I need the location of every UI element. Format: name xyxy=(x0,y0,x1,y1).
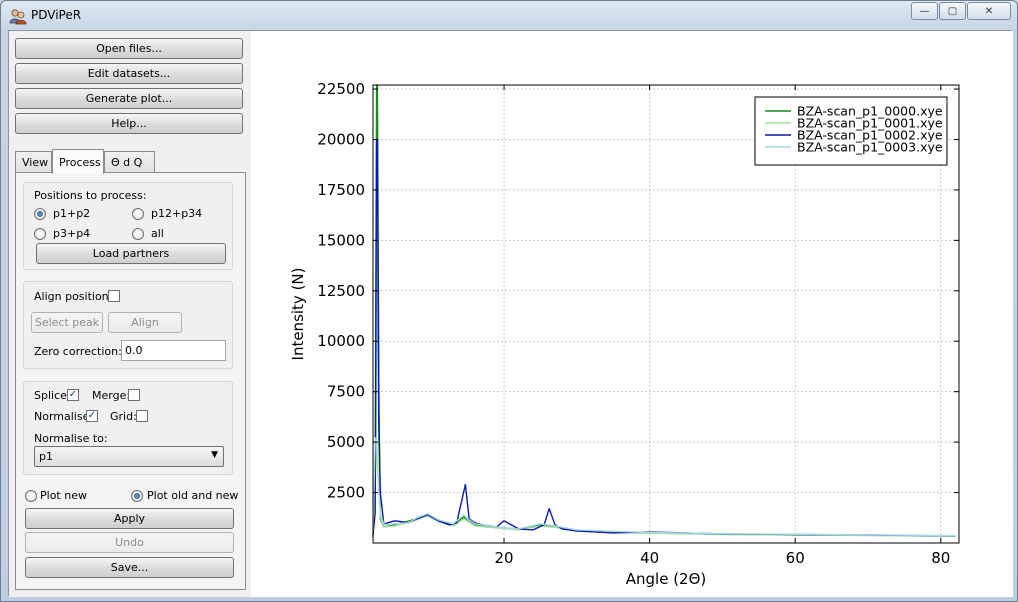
save-button[interactable]: Save... xyxy=(25,557,234,578)
series-line-3 xyxy=(372,437,956,537)
radio-plot-new[interactable] xyxy=(25,490,37,502)
y-tick-label: 7500 xyxy=(327,383,365,401)
y-tick-label: 5000 xyxy=(327,433,365,451)
splice-checkbox[interactable]: ✓ xyxy=(67,389,79,401)
apply-button[interactable]: Apply xyxy=(25,508,234,529)
positions-label: Positions to process: xyxy=(34,189,147,202)
tab-view[interactable]: View xyxy=(15,151,52,173)
plot-canvas[interactable]: 20 40 60 80 2500 5000 7500 10000 12500 15000 17500… xyxy=(251,31,1013,597)
legend-entry-1: BZA-scan_p1_0001.xye xyxy=(797,116,943,131)
app-people-icon xyxy=(9,9,27,25)
zero-correction-input[interactable] xyxy=(121,340,226,361)
open-files-button[interactable]: Open files... xyxy=(15,38,243,59)
minimize-button[interactable]: — xyxy=(911,2,938,20)
y-axis-label: Intensity (N) xyxy=(289,268,307,361)
splice-normalise-group: Splice: ✓ Merge: Normalise: ✓ Grid: Norm… xyxy=(23,381,233,475)
merge-label: Merge: xyxy=(92,389,131,402)
legend-entry-2: BZA-scan_p1_0002.xye xyxy=(797,128,943,143)
series-line-2 xyxy=(372,138,956,537)
align-button[interactable]: Align xyxy=(108,312,182,333)
x-tick-label: 40 xyxy=(640,549,659,567)
grid-label: Grid: xyxy=(110,410,137,423)
maximize-button[interactable]: ▢ xyxy=(939,2,966,20)
y-tick-label: 20000 xyxy=(317,130,365,148)
y-tick-label: 10000 xyxy=(317,332,365,350)
close-icon: ✕ xyxy=(984,5,994,17)
load-partners-button[interactable]: Load partners xyxy=(36,243,226,264)
radio-all-label[interactable]: all xyxy=(151,227,164,240)
normalise-label: Normalise: xyxy=(34,410,94,423)
edit-datasets-button[interactable]: Edit datasets... xyxy=(15,63,243,84)
maximize-icon: ▢ xyxy=(947,5,958,17)
client-area: Open files... Edit datasets... Generate … xyxy=(8,30,1013,597)
radio-p1-p2[interactable] xyxy=(34,208,46,220)
plot-new-label[interactable]: Plot new xyxy=(40,489,87,502)
zero-correction-label: Zero correction: xyxy=(34,345,122,358)
x-tick-label: 20 xyxy=(494,549,513,567)
merge-checkbox[interactable] xyxy=(128,389,140,401)
normalise-to-value: p1 xyxy=(39,450,53,463)
normalise-checkbox[interactable]: ✓ xyxy=(86,410,98,422)
y-tick-label: 17500 xyxy=(317,181,365,199)
undo-button[interactable]: Undo xyxy=(25,532,234,553)
minimize-icon: — xyxy=(919,5,930,17)
select-peak-button[interactable]: Select peak xyxy=(31,312,103,333)
radio-all[interactable] xyxy=(132,228,144,240)
x-tick-label: 80 xyxy=(931,549,950,567)
align-group: Align positions: Select peak Align Zero … xyxy=(23,281,233,369)
close-button[interactable]: ✕ xyxy=(967,2,1011,20)
radio-p3-p4[interactable] xyxy=(34,228,46,240)
plot-old-and-new-label[interactable]: Plot old and new xyxy=(147,489,239,502)
y-tick-label: 22500 xyxy=(317,80,365,98)
x-axis-label: Angle (2Θ) xyxy=(626,570,707,588)
control-panel: Open files... Edit datasets... Generate … xyxy=(9,31,251,597)
align-positions-checkbox[interactable] xyxy=(108,290,120,302)
positions-group: Positions to process: p1+p2 p12+p34 p3+p… xyxy=(23,182,233,270)
x-tick-label: 60 xyxy=(786,549,805,567)
y-tick-label: 15000 xyxy=(317,231,365,249)
generate-plot-button[interactable]: Generate plot... xyxy=(15,88,243,109)
process-tab-pane: Positions to process: p1+p2 p12+p34 p3+p… xyxy=(15,172,246,590)
align-positions-label: Align positions: xyxy=(34,290,119,303)
normalise-to-label: Normalise to: xyxy=(34,432,108,445)
intensity-chart[interactable]: 20 40 60 80 2500 5000 7500 10000 12500 15000 17500… xyxy=(251,31,1013,597)
help-button[interactable]: Help... xyxy=(15,113,243,134)
y-tick-label: 2500 xyxy=(327,484,365,502)
title-bar[interactable]: PDViPeR — ▢ ✕ xyxy=(1,1,1017,29)
radio-p12-p34[interactable] xyxy=(132,208,144,220)
dropdown-arrow-icon: ▼ xyxy=(211,450,218,460)
tab-process[interactable]: Process xyxy=(52,149,104,174)
legend-entry-3: BZA-scan_p1_0003.xye xyxy=(797,140,943,155)
plot-frame xyxy=(372,84,960,544)
radio-p1-p2-label[interactable]: p1+p2 xyxy=(53,207,91,220)
radio-p12-p34-label[interactable]: p12+p34 xyxy=(151,207,203,220)
grid-checkbox[interactable] xyxy=(136,410,148,422)
splice-label: Splice: xyxy=(34,389,71,402)
radio-p3-p4-label[interactable]: p3+p4 xyxy=(53,227,91,240)
y-tick-label: 12500 xyxy=(317,282,365,300)
legend-box xyxy=(754,96,948,166)
legend-entry-0: BZA-scan_p1_0000.xye xyxy=(797,104,943,119)
normalise-to-select[interactable]: p1 ▼ xyxy=(34,446,224,467)
radio-plot-old-and-new[interactable] xyxy=(131,490,143,502)
window-title: PDViPeR xyxy=(31,8,82,22)
tab-theta-d-q[interactable]: Θ d Q xyxy=(104,151,155,173)
